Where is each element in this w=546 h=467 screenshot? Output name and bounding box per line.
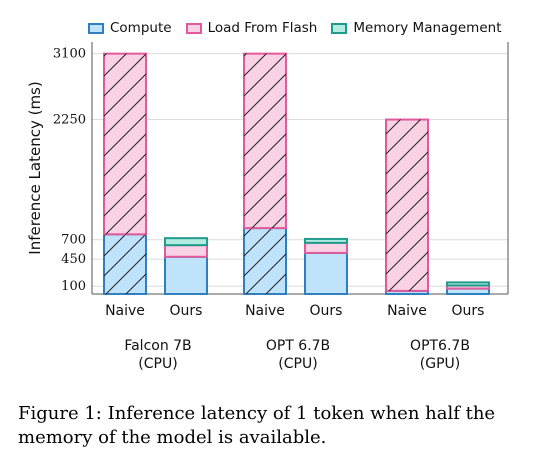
legend-swatch (185, 22, 202, 34)
bar-segment-memory-management (446, 281, 490, 287)
legend-label: Memory Management (353, 20, 502, 36)
legend-label: Load From Flash (207, 20, 318, 36)
bar-segment-memory-management (164, 237, 208, 247)
bar-label: Naive (387, 303, 427, 319)
legend-swatch (88, 22, 104, 34)
bar-hatch (244, 228, 286, 294)
legend-label: Compute (110, 20, 172, 36)
bar-segment-load-from-flash (304, 241, 348, 254)
group-sublabel: (CPU) (278, 356, 317, 372)
group-label: OPT 6.7B (266, 338, 330, 354)
bar-label: Naive (245, 303, 285, 319)
legend-swatch (331, 22, 348, 34)
y-tick-label: 2250 (53, 113, 86, 128)
bar-hatch (104, 234, 146, 294)
legend-item: Load From Flash (185, 20, 318, 36)
y-tick-label: 450 (61, 252, 86, 267)
bar-segment-memory-management (304, 237, 348, 244)
bar-label: Naive (105, 303, 145, 319)
bar-label: Ours (170, 303, 203, 319)
figure-caption: Figure 1: Inference latency of 1 token w… (18, 403, 496, 448)
bar-label: Ours (452, 303, 485, 319)
bar-hatch (104, 53, 146, 235)
y-tick-label: 700 (61, 233, 86, 248)
bar-segment-compute (304, 251, 348, 296)
y-tick-label: 100 (61, 279, 86, 294)
legend-item: Memory Management (331, 20, 501, 36)
bar-hatch (386, 119, 428, 291)
chart: 100 450 700 2250 3100 Inference Latency (ms) N… (26, 42, 509, 372)
group-sublabel: (GPU) (420, 356, 460, 372)
legend: Compute Load From Flash Memory Management (88, 17, 508, 39)
y-axis-label: Inference Latency (ms) (26, 81, 44, 254)
group-label: Falcon 7B (124, 338, 191, 354)
y-tick-label: 3100 (53, 47, 86, 62)
bar-hatch (244, 53, 286, 229)
group-label: OPT6.7B (410, 338, 470, 354)
bar-label: Ours (310, 303, 343, 319)
legend-item: Compute (88, 20, 172, 36)
bar-segment-compute (164, 255, 208, 295)
group-sublabel: (CPU) (138, 356, 177, 372)
bar-segment-load-from-flash (164, 244, 208, 258)
